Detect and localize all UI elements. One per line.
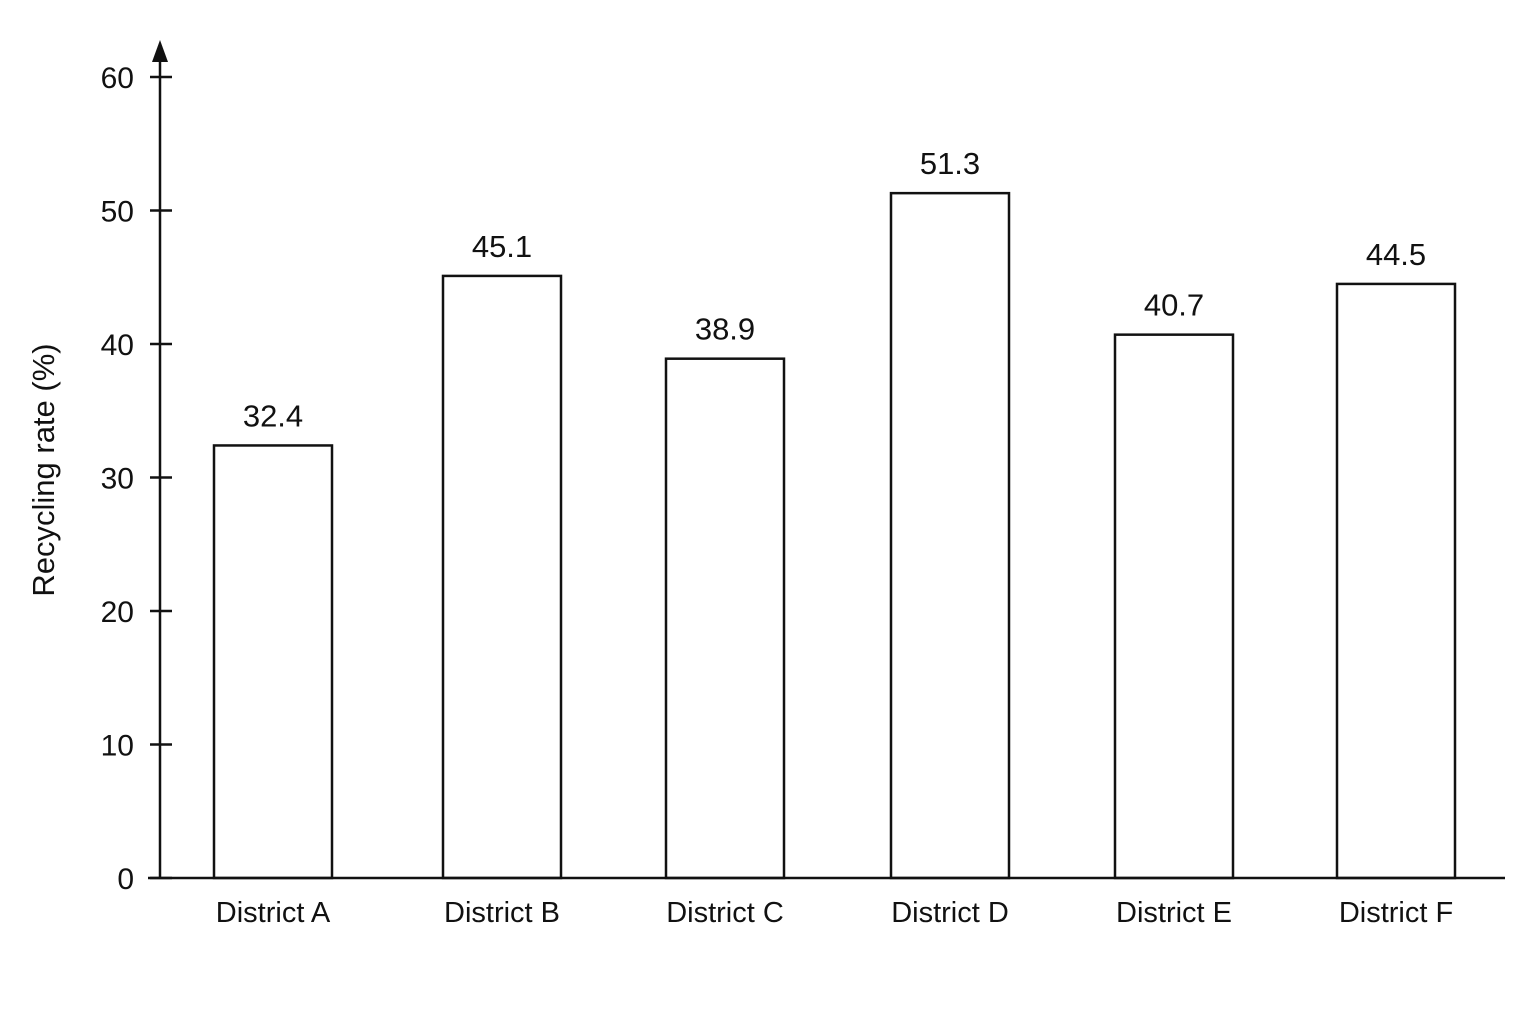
bar-value-label: 40.7 <box>1144 288 1204 323</box>
category-labels: District A District B District C District D… <box>216 897 1453 929</box>
bar <box>889 191 1011 880</box>
bar-value-label: 32.4 <box>243 398 303 433</box>
y-tick-label: 50 <box>101 196 134 229</box>
bar <box>664 357 786 880</box>
bar-value-label: 38.9 <box>695 312 755 347</box>
y-axis-title: Recycling rate (%) <box>26 343 61 596</box>
bar <box>212 444 334 880</box>
y-tick-label: 60 <box>101 62 134 95</box>
y-tick-label: 40 <box>101 329 134 362</box>
y-tick-label: 30 <box>101 463 134 496</box>
y-axis-ticks: 0 10 20 30 40 50 60 <box>101 62 172 896</box>
data-labels: 32.4 45.1 38.9 51.3 40.7 44.5 <box>243 146 1426 433</box>
category-label: District C <box>666 897 784 929</box>
bar-value-label: 51.3 <box>920 146 980 181</box>
bar-value-label: 45.1 <box>472 229 532 264</box>
y-tick-label: 20 <box>101 596 134 629</box>
category-label: District B <box>444 897 560 929</box>
category-label: District F <box>1339 897 1453 929</box>
y-tick-label: 0 <box>117 863 134 896</box>
y-axis-arrow <box>152 40 168 62</box>
category-label: District A <box>216 897 331 929</box>
bar <box>1335 282 1457 880</box>
category-label: District E <box>1116 897 1232 929</box>
bars <box>212 191 1457 880</box>
bar-value-label: 44.5 <box>1366 237 1426 272</box>
category-label: District D <box>891 897 1009 929</box>
y-tick-label: 10 <box>101 730 134 763</box>
bar <box>1113 333 1235 880</box>
bar <box>441 274 563 880</box>
